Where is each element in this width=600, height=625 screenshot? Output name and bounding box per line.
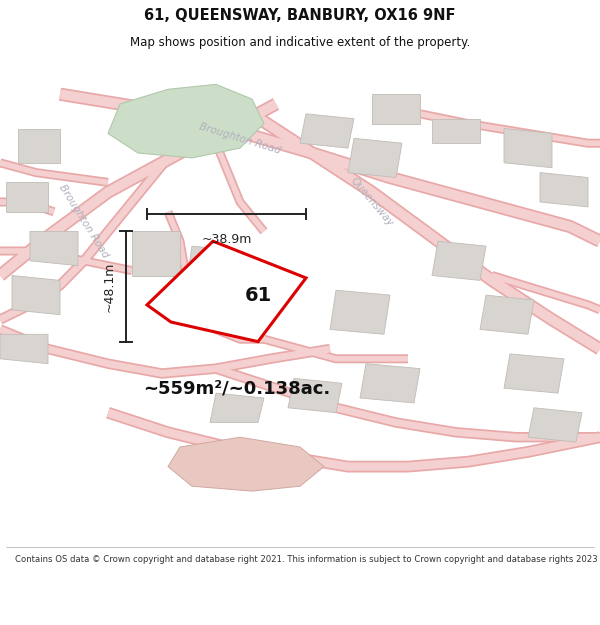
Polygon shape xyxy=(504,129,552,168)
Polygon shape xyxy=(12,276,60,315)
Polygon shape xyxy=(480,295,534,334)
Polygon shape xyxy=(528,408,582,442)
Polygon shape xyxy=(18,129,60,162)
Polygon shape xyxy=(147,241,306,342)
Polygon shape xyxy=(504,354,564,393)
Polygon shape xyxy=(210,393,264,422)
Text: ~48.1m: ~48.1m xyxy=(103,261,116,312)
Polygon shape xyxy=(360,364,420,403)
Text: Map shows position and indicative extent of the property.: Map shows position and indicative extent… xyxy=(130,36,470,49)
Polygon shape xyxy=(348,138,402,178)
Text: Queensway: Queensway xyxy=(349,176,395,228)
Text: Broughton Road: Broughton Road xyxy=(58,183,110,260)
Polygon shape xyxy=(30,231,78,266)
Polygon shape xyxy=(300,114,354,148)
Polygon shape xyxy=(0,334,48,364)
Polygon shape xyxy=(108,84,264,158)
Text: Contains OS data © Crown copyright and database right 2021. This information is : Contains OS data © Crown copyright and d… xyxy=(15,554,600,564)
Polygon shape xyxy=(186,246,240,290)
Polygon shape xyxy=(540,173,588,207)
Text: ~559m²/~0.138ac.: ~559m²/~0.138ac. xyxy=(143,379,331,398)
Polygon shape xyxy=(288,378,342,412)
Polygon shape xyxy=(432,241,486,281)
Polygon shape xyxy=(6,182,48,212)
Text: 61, QUEENSWAY, BANBURY, OX16 9NF: 61, QUEENSWAY, BANBURY, OX16 9NF xyxy=(144,8,456,23)
Polygon shape xyxy=(168,438,324,491)
Polygon shape xyxy=(132,231,180,276)
Polygon shape xyxy=(372,94,420,124)
Text: Broughton Road: Broughton Road xyxy=(198,121,282,156)
Text: 61: 61 xyxy=(244,286,272,304)
Polygon shape xyxy=(432,119,480,143)
Polygon shape xyxy=(330,290,390,334)
Text: ~38.9m: ~38.9m xyxy=(202,233,251,246)
